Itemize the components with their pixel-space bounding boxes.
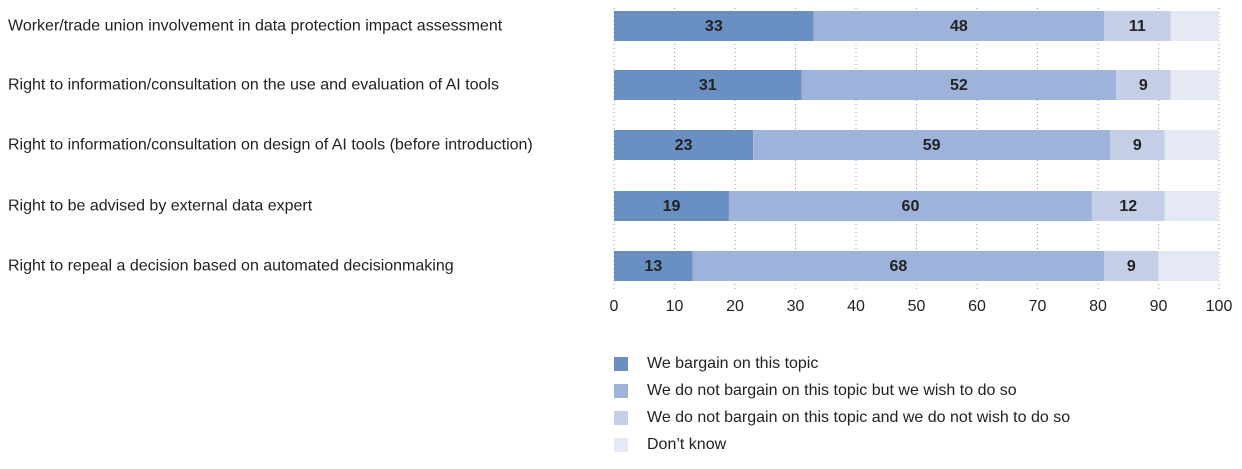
x-tick-label: 100 [1206, 298, 1233, 315]
category-label: Right to information/consultation on des… [8, 136, 533, 154]
category-label: Right to information/consultation on the… [8, 76, 499, 94]
data-label: 9 [1127, 258, 1136, 275]
x-tick-label: 80 [1089, 298, 1107, 315]
category-label: Right to repeal a decision based on auto… [8, 257, 454, 275]
data-label: 31 [699, 77, 717, 94]
bar-segment [692, 251, 1105, 281]
data-label: 12 [1119, 198, 1137, 215]
data-label: 9 [1139, 77, 1148, 94]
x-tick-label: 20 [726, 298, 744, 315]
bar-segment [1110, 130, 1165, 160]
bar-segment [614, 11, 814, 41]
x-tick-label: 70 [1029, 298, 1047, 315]
data-label: 60 [902, 198, 920, 215]
data-label: 48 [950, 18, 968, 35]
x-tick-label: 90 [1150, 298, 1168, 315]
data-label: 19 [663, 198, 681, 215]
bar-segment [1158, 251, 1219, 281]
bar-segment [1170, 70, 1219, 100]
bar-segment [614, 130, 754, 160]
bar-segment [614, 70, 802, 100]
bar-segment [801, 70, 1117, 100]
data-label: 11 [1129, 18, 1146, 35]
data-label: 59 [923, 137, 941, 154]
data-label: 23 [675, 137, 693, 154]
bar-segment [1164, 191, 1219, 221]
legend-label: We bargain on this topic [647, 355, 818, 372]
bar-segment [1164, 130, 1219, 160]
bar-segment [1116, 70, 1171, 100]
x-tick-label: 30 [787, 298, 805, 315]
data-label: 68 [889, 258, 907, 275]
bar-segment [614, 191, 729, 221]
x-tick-label: 60 [968, 298, 986, 315]
legend-swatch [614, 438, 628, 452]
bar-segment [1091, 191, 1165, 221]
category-label: Right to be advised by external data exp… [8, 197, 313, 215]
x-tick-label: 50 [908, 298, 926, 315]
data-label: 9 [1133, 137, 1142, 154]
x-tick-label: 40 [847, 298, 865, 315]
legend-label: We do not bargain on this topic and we d… [647, 409, 1070, 426]
bar-segment [1104, 11, 1171, 41]
legend-label: We do not bargain on this topic but we w… [647, 382, 1017, 399]
x-tick-label: 0 [610, 298, 619, 315]
x-tick-label: 10 [666, 298, 684, 315]
legend-swatch [614, 384, 628, 398]
legend-label: Don’t know [647, 436, 727, 453]
legend-swatch [614, 411, 628, 425]
legend-swatch [614, 357, 628, 371]
data-label: 52 [950, 77, 968, 94]
data-label: 33 [705, 18, 723, 35]
bar-segment [1170, 11, 1219, 41]
bar-segment [1104, 251, 1159, 281]
data-label: 13 [644, 258, 662, 275]
bar-segment [813, 11, 1105, 41]
bar-segment [728, 191, 1092, 221]
category-label: Worker/trade union involvement in data p… [8, 17, 503, 35]
bar-segment [753, 130, 1111, 160]
bar-segment [614, 251, 693, 281]
